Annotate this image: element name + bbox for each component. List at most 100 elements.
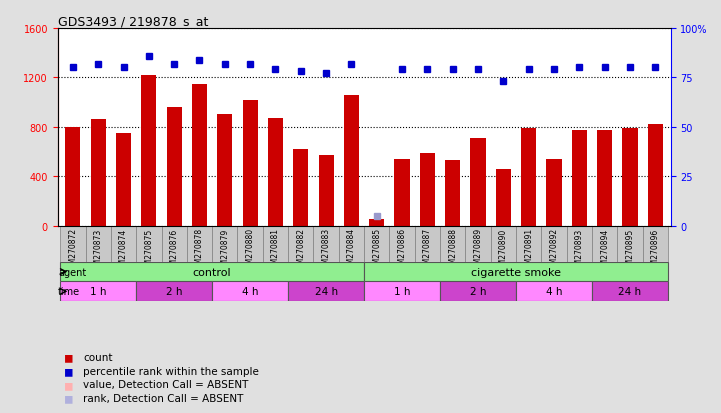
Text: 4 h: 4 h: [242, 287, 258, 297]
Bar: [491, 226, 516, 262]
Bar: [572, 131, 587, 226]
Text: 1 h: 1 h: [90, 287, 107, 297]
Bar: [516, 282, 592, 301]
Bar: [592, 282, 668, 301]
Bar: [263, 226, 288, 262]
Text: ■: ■: [65, 364, 72, 377]
Bar: [440, 226, 465, 262]
Bar: [141, 76, 156, 226]
Text: 4 h: 4 h: [546, 287, 562, 297]
Text: percentile rank within the sample: percentile rank within the sample: [83, 366, 259, 376]
Text: GSM270879: GSM270879: [221, 228, 229, 274]
Bar: [622, 129, 637, 226]
Bar: [111, 226, 136, 262]
Bar: [415, 226, 440, 262]
Text: GSM270883: GSM270883: [322, 228, 331, 274]
Text: GSM270874: GSM270874: [119, 228, 128, 274]
Text: 2 h: 2 h: [470, 287, 487, 297]
Bar: [617, 226, 642, 262]
Text: GSM270882: GSM270882: [296, 228, 305, 274]
Text: GSM270895: GSM270895: [626, 228, 634, 274]
Bar: [217, 115, 232, 226]
Bar: [547, 159, 562, 226]
Bar: [61, 282, 136, 301]
Bar: [116, 133, 131, 226]
Bar: [268, 119, 283, 226]
Bar: [167, 108, 182, 226]
Text: count: count: [83, 352, 112, 362]
Text: GSM270890: GSM270890: [499, 228, 508, 274]
Text: cigarette smoke: cigarette smoke: [471, 267, 561, 277]
Bar: [314, 226, 339, 262]
Text: control: control: [193, 267, 231, 277]
Bar: [394, 159, 410, 226]
Bar: [369, 220, 384, 226]
Text: GSM270896: GSM270896: [651, 228, 660, 274]
Text: GSM270873: GSM270873: [94, 228, 102, 274]
Text: ■: ■: [65, 392, 72, 405]
Text: GSM270887: GSM270887: [423, 228, 432, 274]
Text: 24 h: 24 h: [314, 287, 337, 297]
Text: agent: agent: [58, 267, 87, 277]
Text: GSM270872: GSM270872: [68, 228, 77, 274]
Bar: [288, 282, 364, 301]
Bar: [288, 226, 314, 262]
Text: GSM270893: GSM270893: [575, 228, 584, 274]
Text: ■: ■: [65, 351, 72, 364]
Bar: [339, 226, 364, 262]
Bar: [61, 262, 364, 282]
Bar: [471, 138, 486, 226]
Bar: [162, 226, 187, 262]
Text: GSM270880: GSM270880: [246, 228, 255, 274]
Bar: [212, 282, 288, 301]
Bar: [242, 100, 257, 226]
Bar: [136, 282, 212, 301]
Bar: [237, 226, 263, 262]
Text: GSM270892: GSM270892: [549, 228, 559, 274]
Bar: [567, 226, 592, 262]
Bar: [293, 150, 309, 226]
Text: GSM270889: GSM270889: [474, 228, 482, 274]
Bar: [61, 226, 86, 262]
Bar: [86, 226, 111, 262]
Text: 2 h: 2 h: [166, 287, 182, 297]
Text: GSM270884: GSM270884: [347, 228, 356, 274]
Bar: [364, 262, 668, 282]
Bar: [192, 84, 207, 226]
Bar: [647, 125, 663, 226]
Text: value, Detection Call = ABSENT: value, Detection Call = ABSENT: [83, 380, 248, 389]
Text: GSM270888: GSM270888: [448, 228, 457, 274]
Text: GSM270891: GSM270891: [524, 228, 534, 274]
Bar: [212, 226, 237, 262]
Bar: [420, 153, 435, 226]
Bar: [521, 129, 536, 226]
Text: GDS3493 / 219878_s_at: GDS3493 / 219878_s_at: [58, 15, 208, 28]
Bar: [465, 226, 491, 262]
Bar: [187, 226, 212, 262]
Bar: [445, 161, 460, 226]
Bar: [496, 169, 511, 226]
Text: ■: ■: [65, 378, 72, 391]
Text: 24 h: 24 h: [619, 287, 642, 297]
Bar: [136, 226, 162, 262]
Bar: [344, 95, 359, 226]
Bar: [597, 131, 612, 226]
Bar: [66, 128, 81, 226]
Text: rank, Detection Call = ABSENT: rank, Detection Call = ABSENT: [83, 393, 243, 403]
Bar: [642, 226, 668, 262]
Text: GSM270881: GSM270881: [271, 228, 280, 274]
Bar: [389, 226, 415, 262]
Text: GSM270876: GSM270876: [169, 228, 179, 274]
Bar: [440, 282, 516, 301]
Text: GSM270894: GSM270894: [600, 228, 609, 274]
Bar: [319, 156, 334, 226]
Text: GSM270875: GSM270875: [144, 228, 154, 274]
Bar: [541, 226, 567, 262]
Text: time: time: [58, 287, 80, 297]
Text: GSM270878: GSM270878: [195, 228, 204, 274]
Text: GSM270885: GSM270885: [372, 228, 381, 274]
Bar: [592, 226, 617, 262]
Text: 1 h: 1 h: [394, 287, 410, 297]
Bar: [364, 226, 389, 262]
Bar: [364, 282, 440, 301]
